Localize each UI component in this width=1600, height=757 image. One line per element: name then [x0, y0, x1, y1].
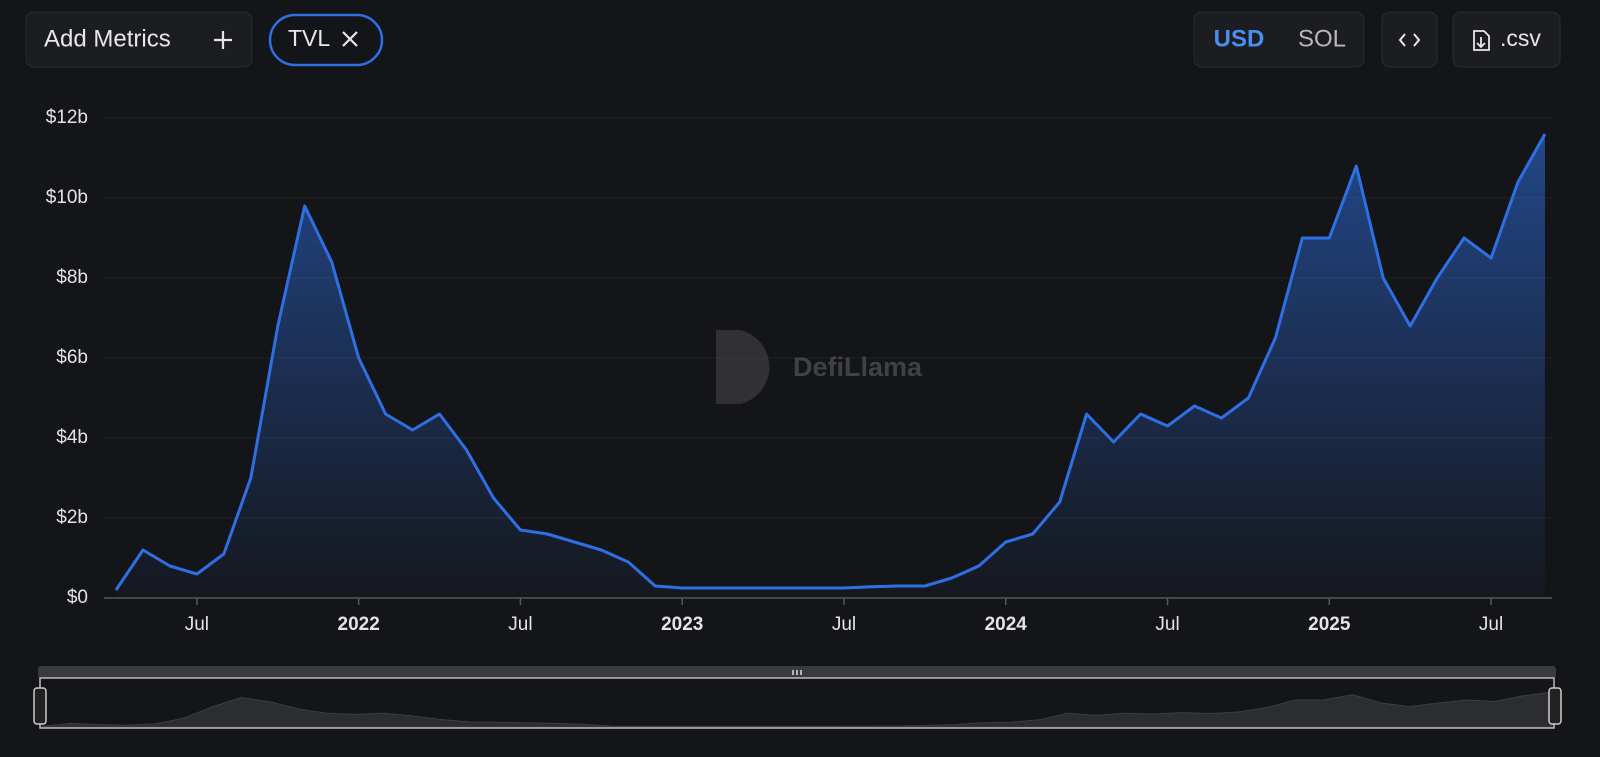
line	[114, 133, 1547, 591]
currency-option[interactable]: SOL	[1298, 25, 1346, 52]
y-tick-label: $2b	[56, 507, 88, 528]
y-tick-label: $8b	[56, 267, 88, 288]
y-tick-label: $4b	[56, 427, 88, 448]
button-label: .csv	[1500, 25, 1541, 51]
y-tick-label: $10b	[46, 187, 88, 208]
y-tick-label: $12b	[46, 107, 88, 128]
y-tick-label: $0	[67, 587, 88, 608]
minimap-area	[41, 691, 1553, 728]
x-tick-label: 2025	[1308, 614, 1351, 635]
code-icon	[1398, 33, 1421, 47]
x-tick-label: 2023	[661, 614, 703, 635]
area	[116, 134, 1545, 598]
currency-toggle: USD SOL	[1193, 11, 1365, 68]
brush-grip	[792, 670, 802, 675]
x-tick-label: Jul	[508, 614, 532, 635]
brush-handle[interactable]	[1548, 687, 1562, 725]
download-icon	[1473, 30, 1490, 51]
x-tick-label: 2022	[338, 614, 380, 635]
watermark-text: DefiLlama	[793, 352, 923, 382]
y-tick-label: $6b	[56, 347, 88, 368]
x-tick-label: 2024	[985, 614, 1028, 635]
metric-pill[interactable]: TVL	[268, 13, 384, 67]
currency-option[interactable]: USD	[1214, 25, 1265, 52]
add-metrics-button[interactable]: Add Metrics	[25, 11, 253, 68]
pill-label: TVL	[288, 25, 330, 51]
brush-handle[interactable]	[33, 687, 47, 725]
embed-button[interactable]	[1381, 11, 1438, 68]
x-tick-label: Jul	[1479, 614, 1503, 635]
plus-icon	[214, 31, 232, 49]
csv-button[interactable]: .csv	[1452, 11, 1561, 68]
x-tick-label: Jul	[832, 614, 856, 635]
x-tick-label: Jul	[1155, 614, 1179, 635]
watermark: DefiLlama	[716, 330, 923, 404]
close-icon	[342, 31, 358, 47]
x-tick-label: Jul	[185, 614, 209, 635]
button-label: Add Metrics	[44, 25, 171, 52]
